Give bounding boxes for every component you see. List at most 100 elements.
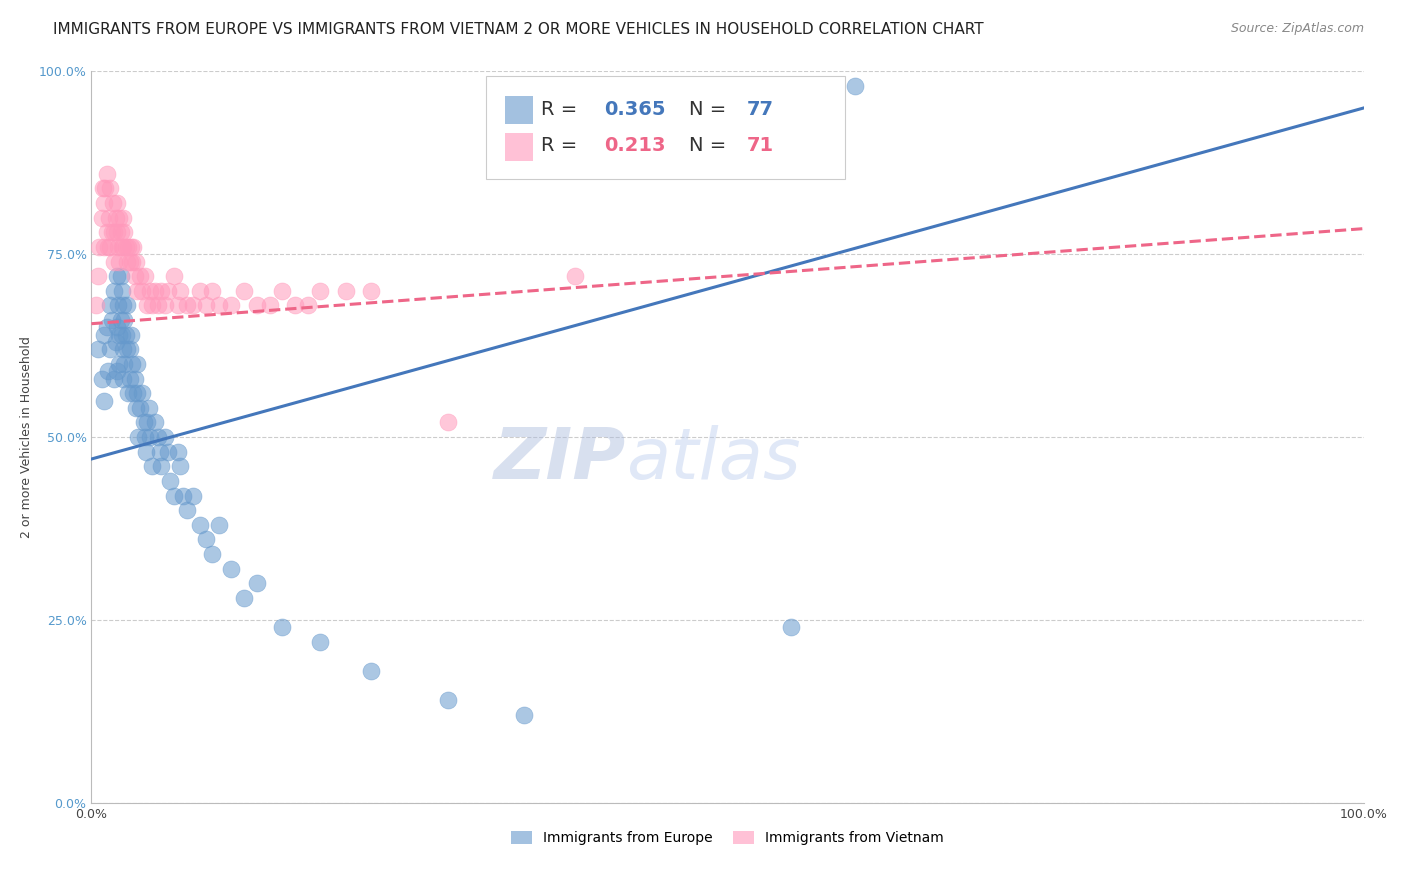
Point (233, 591, 256, 605)
Point (309, 635, 332, 649)
Legend: Immigrants from Europe, Immigrants from Vietnam: Immigrants from Europe, Immigrants from … (506, 826, 949, 851)
Point (98, 211, 121, 225)
Point (156, 284, 179, 298)
Point (125, 401, 148, 415)
Point (93, 393, 115, 408)
Point (121, 254, 143, 268)
Point (90, 371, 112, 385)
Point (101, 196, 124, 211)
Point (93, 327, 115, 342)
Point (114, 327, 136, 342)
Point (87, 343, 110, 357)
Point (284, 298, 307, 312)
Point (105, 196, 128, 211)
Point (188, 517, 211, 532)
Point (111, 284, 134, 298)
Point (93, 240, 115, 254)
Point (108, 327, 131, 342)
Text: 0.213: 0.213 (605, 136, 665, 155)
Point (97, 364, 120, 378)
Point (105, 364, 128, 378)
Point (110, 313, 132, 327)
Point (149, 444, 172, 458)
Point (118, 371, 141, 385)
Point (118, 343, 141, 357)
Point (111, 240, 134, 254)
Point (100, 343, 122, 357)
Point (153, 298, 176, 312)
Point (117, 386, 139, 401)
Point (159, 474, 181, 488)
Point (141, 459, 163, 474)
Point (96, 225, 118, 239)
Point (169, 284, 191, 298)
Text: R =: R = (540, 100, 576, 119)
Point (94, 181, 117, 195)
Point (112, 298, 135, 312)
Y-axis label: 2 or more Vehicles in Household: 2 or more Vehicles in Household (20, 336, 34, 538)
Point (105, 225, 128, 239)
Text: 0.365: 0.365 (605, 100, 665, 119)
Point (115, 298, 138, 312)
Point (117, 240, 139, 254)
Text: N =: N = (689, 136, 727, 155)
Point (114, 313, 136, 327)
Point (108, 357, 131, 371)
Text: 71: 71 (747, 136, 773, 155)
Point (125, 254, 148, 268)
Point (780, 620, 803, 634)
Point (131, 284, 153, 298)
Point (118, 254, 141, 268)
Point (143, 416, 166, 430)
Bar (505, 96, 533, 124)
Point (150, 459, 173, 474)
Point (110, 225, 132, 239)
Point (309, 284, 332, 298)
Point (128, 269, 150, 284)
Point (139, 284, 162, 298)
Point (163, 269, 186, 284)
Point (100, 313, 122, 327)
Point (153, 430, 176, 444)
Point (111, 327, 134, 342)
Point (513, 708, 536, 723)
Point (110, 269, 132, 284)
Point (121, 357, 143, 371)
Point (146, 298, 169, 312)
Point (100, 225, 122, 239)
Point (103, 254, 125, 268)
Point (86, 298, 108, 312)
Point (176, 503, 198, 517)
Point (150, 284, 173, 298)
Point (115, 343, 138, 357)
Point (127, 430, 149, 444)
Point (120, 240, 142, 254)
Point (105, 320, 128, 334)
Point (103, 225, 125, 239)
Point (139, 430, 162, 444)
Point (134, 269, 156, 284)
Point (201, 547, 224, 561)
Point (176, 298, 198, 312)
Bar (505, 133, 533, 161)
Point (104, 334, 127, 349)
Point (136, 298, 159, 312)
Point (335, 284, 357, 298)
Point (100, 181, 122, 195)
Text: atlas: atlas (626, 425, 800, 493)
Text: 77: 77 (747, 100, 773, 119)
Point (114, 225, 136, 239)
Point (90, 211, 112, 225)
Point (208, 298, 231, 312)
Point (112, 211, 135, 225)
Point (108, 211, 131, 225)
Point (246, 576, 269, 591)
Text: N =: N = (689, 100, 727, 119)
Point (194, 533, 217, 547)
Text: IMMIGRANTS FROM EUROPE VS IMMIGRANTS FROM VIETNAM 2 OR MORE VEHICLES IN HOUSEHOL: IMMIGRANTS FROM EUROPE VS IMMIGRANTS FRO… (53, 22, 984, 37)
Point (194, 298, 217, 312)
Point (127, 386, 149, 401)
Point (167, 444, 190, 458)
Point (122, 240, 145, 254)
Point (169, 459, 191, 474)
